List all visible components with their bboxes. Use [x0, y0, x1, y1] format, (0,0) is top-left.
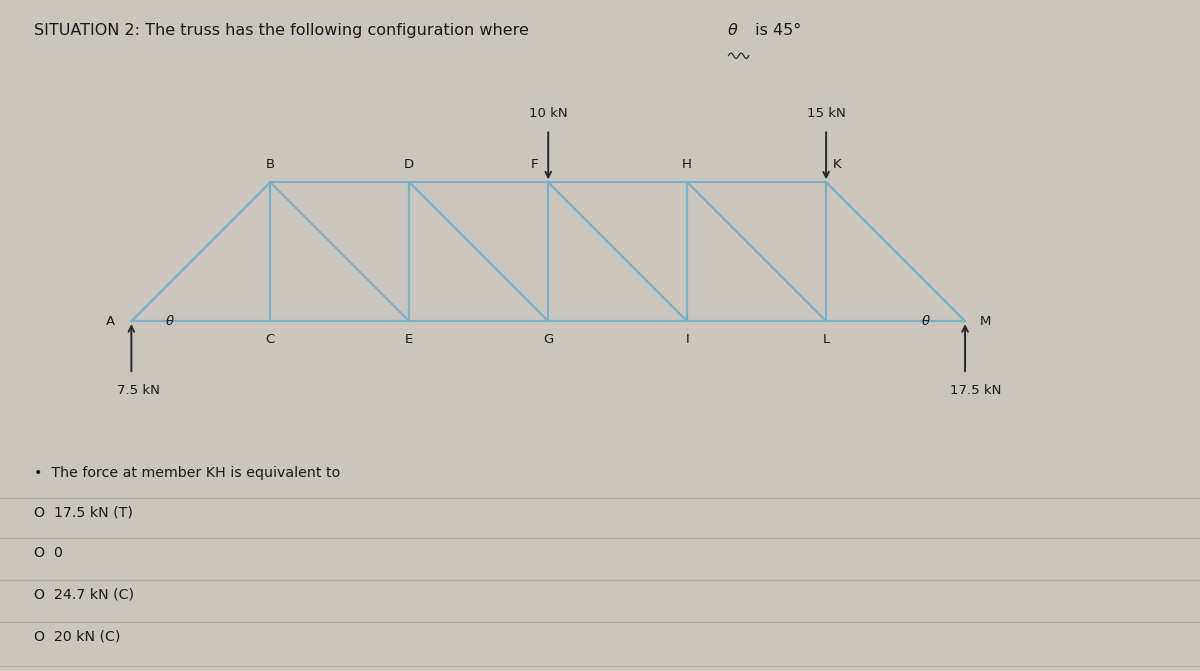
- Text: •  The force at member KH is equivalent to: • The force at member KH is equivalent t…: [34, 466, 340, 480]
- Text: F: F: [530, 158, 538, 170]
- Text: M: M: [980, 315, 991, 327]
- Text: O  24.7 kN (C): O 24.7 kN (C): [34, 587, 133, 601]
- Text: θ: θ: [727, 23, 737, 38]
- Text: θ: θ: [922, 315, 930, 327]
- Text: D: D: [404, 158, 414, 170]
- Text: O  0: O 0: [34, 546, 62, 560]
- Text: θ: θ: [167, 315, 174, 327]
- Text: H: H: [683, 158, 692, 170]
- Text: L: L: [822, 333, 829, 346]
- Text: E: E: [406, 333, 413, 346]
- Text: SITUATION 2: The truss has the following configuration where: SITUATION 2: The truss has the following…: [34, 23, 534, 38]
- Text: A: A: [106, 315, 115, 327]
- Text: G: G: [544, 333, 553, 346]
- Text: B: B: [265, 158, 275, 170]
- Text: 10 kN: 10 kN: [529, 107, 568, 119]
- Text: 17.5 kN: 17.5 kN: [950, 384, 1002, 397]
- Text: 15 kN: 15 kN: [806, 107, 846, 119]
- Text: K: K: [833, 158, 841, 170]
- Text: C: C: [265, 333, 275, 346]
- Text: O  17.5 kN (T): O 17.5 kN (T): [34, 505, 132, 519]
- Text: O  20 kN (C): O 20 kN (C): [34, 629, 120, 643]
- Text: 7.5 kN: 7.5 kN: [116, 384, 160, 397]
- Text: is 45°: is 45°: [750, 23, 802, 38]
- Text: I: I: [685, 333, 689, 346]
